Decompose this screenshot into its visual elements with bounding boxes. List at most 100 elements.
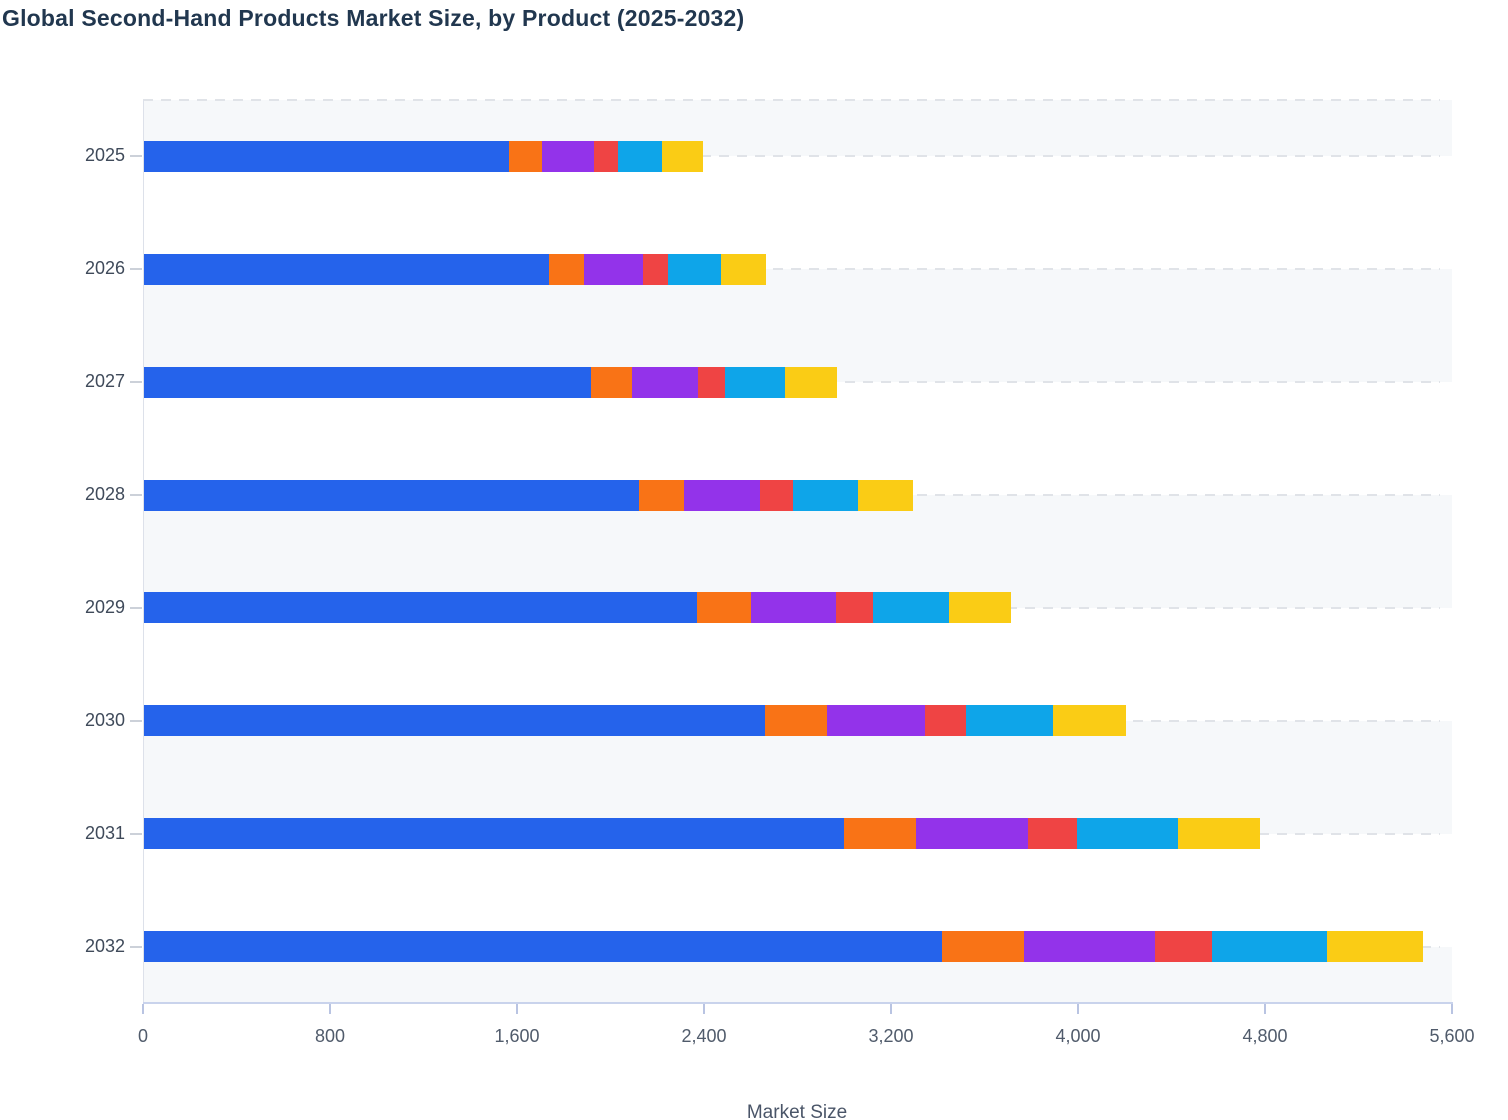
bar-2029-segment-blue[interactable]: [143, 592, 697, 624]
x-tick-mark: [1077, 1004, 1079, 1014]
bar-2028-segment-yellow[interactable]: [858, 479, 914, 511]
bar-2031-segment-red[interactable]: [1027, 818, 1077, 850]
x-tick-mark: [703, 1004, 705, 1014]
bar-2032-segment-orange[interactable]: [942, 931, 1025, 963]
bar-2032-segment-purple[interactable]: [1024, 931, 1156, 963]
x-tick-label-0: 0: [137, 1026, 148, 1046]
y-tick-mark: [130, 381, 142, 384]
bar-2031-segment-orange[interactable]: [844, 818, 916, 850]
x-tick-mark: [516, 1004, 518, 1014]
plot-area: [143, 99, 1452, 1003]
x-tick-label-4800: 4,800: [1242, 1026, 1288, 1046]
bar-2026-segment-purple[interactable]: [583, 253, 644, 285]
bar-2031-segment-cyan[interactable]: [1076, 818, 1179, 850]
bar-2026-segment-cyan[interactable]: [667, 253, 722, 285]
y-tick-mark: [130, 832, 142, 835]
x-tick-label-1600: 1,600: [494, 1026, 540, 1046]
bar-2026-segment-blue[interactable]: [143, 253, 549, 285]
y-tick-label-2032: 2032: [84, 935, 125, 956]
stacked-bar-2031[interactable]: [143, 818, 1261, 850]
bar-2030-segment-blue[interactable]: [143, 705, 765, 737]
y-tick-mark: [130, 945, 142, 948]
dashed-gridline: [143, 155, 1440, 158]
bar-2030-segment-yellow[interactable]: [1053, 705, 1126, 737]
bar-2029-segment-red[interactable]: [836, 592, 874, 624]
bar-2026-segment-orange[interactable]: [548, 253, 584, 285]
bar-2029-segment-orange[interactable]: [696, 592, 751, 624]
bar-2032-segment-blue[interactable]: [143, 931, 943, 963]
plot-band: [143, 156, 1452, 270]
bar-2030-segment-red[interactable]: [924, 705, 966, 737]
stacked-bar-2030[interactable]: [143, 705, 1126, 737]
bar-2025-segment-purple[interactable]: [541, 140, 595, 172]
bar-2032-segment-red[interactable]: [1155, 931, 1213, 963]
bar-2028-segment-cyan[interactable]: [792, 479, 859, 511]
bar-2030-segment-cyan[interactable]: [965, 705, 1054, 737]
bar-2027-segment-orange[interactable]: [590, 366, 632, 398]
dashed-gridline: [143, 99, 1440, 101]
bar-2027-segment-yellow[interactable]: [784, 366, 838, 398]
y-axis-line: [143, 100, 144, 1003]
bar-2030-segment-purple[interactable]: [826, 705, 925, 737]
plot-band: [143, 269, 1452, 383]
x-tick-mark: [1264, 1004, 1266, 1014]
bar-2032-segment-cyan[interactable]: [1212, 931, 1327, 963]
y-tick-mark: [130, 268, 142, 271]
bar-2029-segment-yellow[interactable]: [949, 592, 1012, 624]
bar-2028-segment-red[interactable]: [760, 479, 793, 511]
y-tick-label-2028: 2028: [84, 484, 125, 505]
y-tick-mark: [130, 606, 142, 609]
bar-2030-segment-orange[interactable]: [764, 705, 827, 737]
bar-2025-segment-orange[interactable]: [508, 140, 542, 172]
stacked-bar-2026[interactable]: [143, 253, 766, 285]
bar-2029-segment-cyan[interactable]: [873, 592, 950, 624]
bar-2027-segment-blue[interactable]: [143, 366, 591, 398]
bar-2025-segment-red[interactable]: [594, 140, 618, 172]
stacked-bar-2025[interactable]: [143, 140, 703, 172]
stacked-bar-2029[interactable]: [143, 592, 1012, 624]
bar-2031-segment-purple[interactable]: [915, 818, 1028, 850]
plot-band: [143, 833, 1452, 947]
bar-2025-segment-blue[interactable]: [143, 140, 509, 172]
stacked-bar-2032[interactable]: [143, 931, 1423, 963]
bar-2026-segment-yellow[interactable]: [721, 253, 766, 285]
bar-2025-segment-yellow[interactable]: [661, 140, 703, 172]
y-tick-label-2027: 2027: [84, 371, 125, 392]
plot-band: [143, 495, 1452, 608]
y-tick-mark: [130, 155, 142, 158]
y-tick-mark: [130, 719, 142, 722]
bar-2031-segment-blue[interactable]: [143, 818, 845, 850]
bar-2029-segment-purple[interactable]: [750, 592, 837, 624]
bar-2028-segment-blue[interactable]: [143, 479, 639, 511]
bar-2031-segment-yellow[interactable]: [1178, 818, 1261, 850]
stacked-bar-2027[interactable]: [143, 366, 838, 398]
plot-band: [143, 382, 1452, 496]
stacked-bar-2028[interactable]: [143, 479, 914, 511]
plot-band: [143, 607, 1452, 721]
x-tick-label-2400: 2,400: [681, 1026, 727, 1046]
chart-title: Global Second-Hand Products Market Size,…: [2, 5, 745, 31]
bar-2032-segment-yellow[interactable]: [1326, 931, 1423, 963]
bar-2026-segment-red[interactable]: [643, 253, 668, 285]
y-tick-label-2031: 2031: [84, 822, 125, 843]
x-tick-label-4000: 4,000: [1055, 1026, 1101, 1046]
x-tick-mark: [329, 1004, 331, 1014]
bar-2027-segment-red[interactable]: [698, 366, 726, 398]
x-tick-mark: [890, 1004, 892, 1014]
y-tick-label-2026: 2026: [84, 258, 125, 279]
x-tick-label-5600: 5,600: [1429, 1026, 1475, 1046]
x-axis-line: [143, 1002, 1453, 1004]
x-tick-label-800: 800: [314, 1026, 346, 1046]
bar-2025-segment-cyan[interactable]: [617, 140, 662, 172]
y-tick-label-2029: 2029: [84, 596, 125, 617]
bar-2028-segment-orange[interactable]: [638, 479, 685, 511]
x-tick-label-3200: 3,200: [868, 1026, 914, 1046]
dashed-gridline: [143, 268, 1440, 271]
bar-2028-segment-purple[interactable]: [684, 479, 761, 511]
x-tick-mark: [142, 1004, 144, 1014]
bar-2027-segment-cyan[interactable]: [725, 366, 785, 398]
plot-band: [143, 720, 1452, 834]
bar-2027-segment-purple[interactable]: [631, 366, 699, 398]
y-tick-mark: [130, 494, 142, 497]
